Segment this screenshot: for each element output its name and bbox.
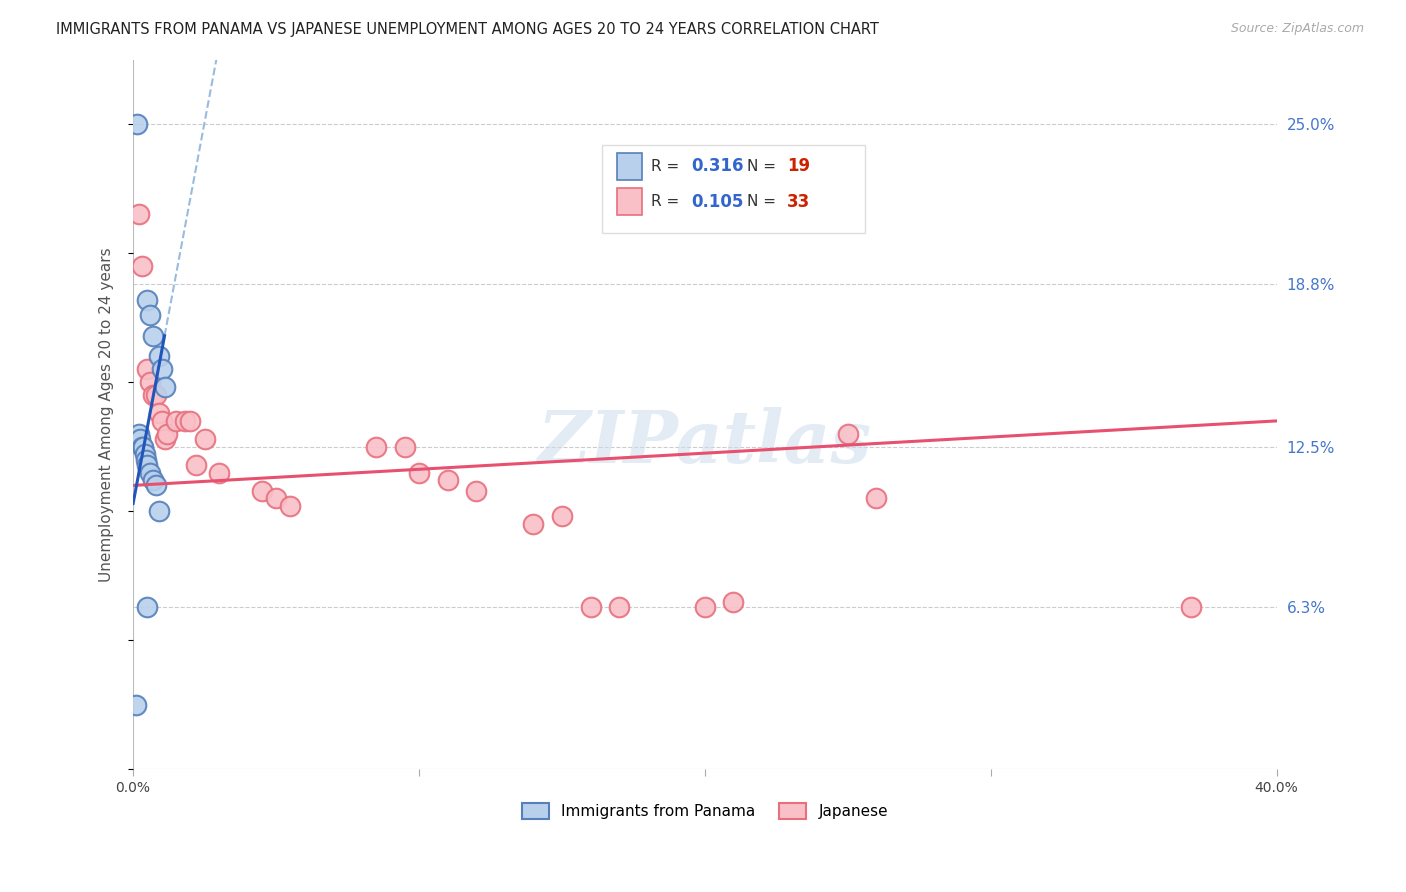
Point [250,483,273,498]
Text: N =: N = [747,194,782,209]
Point [125,698,148,712]
Point [408,466,430,480]
Point [165,414,187,428]
Point [366,440,388,454]
Point [145,478,167,492]
Point [153,380,176,394]
Point [136,293,159,307]
Legend: Immigrants from Panama, Japanese: Immigrants from Panama, Japanese [516,797,894,825]
Text: R =: R = [651,159,685,174]
Point [723,594,745,608]
Point [394,440,416,454]
Text: R =: R = [651,194,685,209]
Point [136,362,159,376]
Point [142,388,165,402]
Point [139,375,162,389]
Point [134,447,156,461]
Point [142,328,165,343]
Point [139,466,162,480]
Text: Source: ZipAtlas.com: Source: ZipAtlas.com [1230,22,1364,36]
Text: 0.316: 0.316 [692,157,744,175]
Point [128,207,150,221]
Point [148,504,170,518]
Point [865,491,887,506]
Point [173,414,195,428]
Point [465,483,488,498]
Point [150,414,173,428]
Y-axis label: Unemployment Among Ages 20 to 24 years: Unemployment Among Ages 20 to 24 years [100,247,114,582]
Text: 19: 19 [787,157,810,175]
Point [184,458,207,472]
Point [156,426,179,441]
Point [127,117,149,131]
Point [148,350,170,364]
Point [145,388,167,402]
Text: IMMIGRANTS FROM PANAMA VS JAPANESE UNEMPLOYMENT AMONG AGES 20 TO 24 YEARS CORREL: IMMIGRANTS FROM PANAMA VS JAPANESE UNEMP… [56,22,879,37]
Point [551,509,574,524]
Text: ZIPatlas: ZIPatlas [538,408,872,478]
Point [129,432,152,446]
Bar [617,153,643,179]
Point [607,599,630,614]
Text: N =: N = [747,159,782,174]
Point [132,440,155,454]
Point [136,599,159,614]
Point [1180,599,1202,614]
Point [280,499,302,513]
Point [131,440,153,454]
Point [131,259,153,273]
Point [693,599,716,614]
Point [135,452,157,467]
Point [837,426,859,441]
Point [179,414,201,428]
Text: 0.105: 0.105 [692,193,744,211]
Point [128,426,150,441]
FancyBboxPatch shape [602,145,865,234]
Point [194,432,217,446]
Point [150,362,173,376]
Point [579,599,602,614]
Point [136,458,159,472]
Point [139,308,162,322]
Point [208,466,231,480]
Point [148,406,170,420]
Point [522,517,544,532]
Point [153,432,176,446]
Point [436,473,458,487]
Bar [617,188,643,215]
Point [264,491,287,506]
Point [142,473,165,487]
Text: 33: 33 [787,193,810,211]
